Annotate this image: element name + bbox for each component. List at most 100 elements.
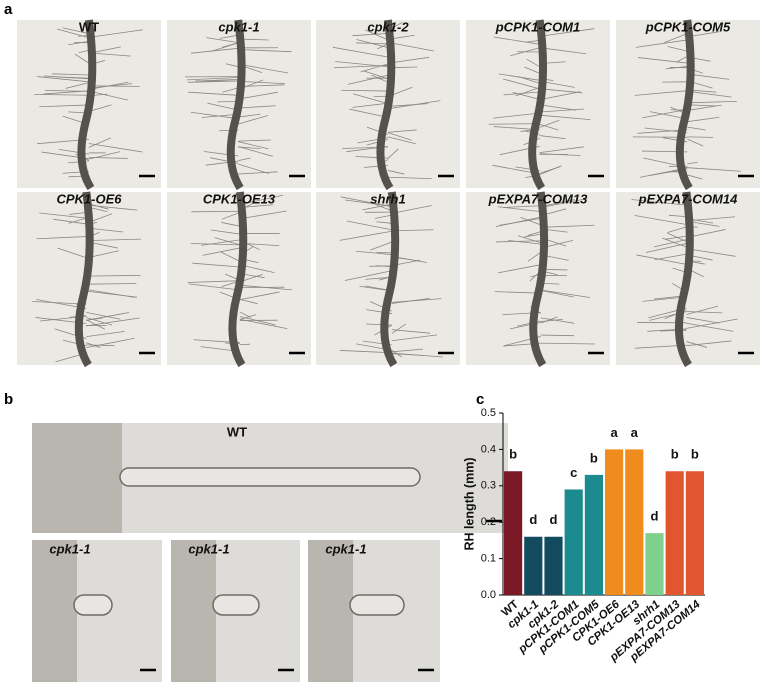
root-hair: [497, 264, 541, 274]
root-hair: [540, 342, 596, 345]
root-hair: [631, 199, 687, 206]
root-hair: [201, 113, 239, 118]
genotype-label: WT: [79, 19, 99, 34]
root-hair: [539, 114, 591, 120]
root-hair: [86, 274, 141, 277]
root-hair: [211, 229, 240, 235]
root-hair: [62, 27, 89, 34]
root-hair: [86, 290, 138, 298]
root-hair: [540, 289, 590, 298]
genotype-label: pEXPA7-COM13: [488, 191, 588, 206]
bar: [504, 471, 523, 595]
root-hair: [636, 254, 687, 265]
root-hair: [53, 218, 87, 225]
root-hair: [86, 330, 125, 338]
root-hair: [344, 270, 392, 281]
root-hair: [539, 165, 562, 175]
root-hair: [498, 73, 540, 81]
root: [380, 191, 400, 368]
root-hair: [238, 105, 276, 109]
root-hair: [667, 226, 687, 233]
root-hair: [214, 237, 240, 246]
root-hair: [507, 239, 541, 245]
root-hair: [352, 33, 388, 37]
root-hair: [239, 299, 258, 305]
root-hair: [524, 233, 541, 238]
genotype-label: shrh1: [370, 191, 405, 206]
root-hair: [687, 90, 732, 98]
root-hair: [238, 91, 278, 100]
root-hair: [391, 205, 432, 214]
y-tick-label: 0.0: [481, 589, 496, 601]
root-hair: [387, 132, 412, 141]
root-hair: [202, 247, 240, 256]
genotype-label: cpk1-1: [325, 541, 366, 556]
root-hair: [539, 135, 566, 140]
root-hair: [239, 291, 280, 301]
root-hair: [86, 238, 141, 241]
root-hair: [634, 215, 687, 225]
root-hair: [540, 198, 588, 208]
root-hair: [495, 240, 541, 243]
root-hair: [494, 291, 541, 294]
root-hair: [339, 350, 392, 354]
root-hair: [495, 216, 541, 228]
root-hair: [339, 230, 392, 241]
root-hair: [634, 90, 688, 96]
root-hair: [238, 115, 269, 125]
root-hair: [238, 80, 285, 85]
root-hair: [686, 248, 736, 257]
root-hair: [201, 239, 240, 246]
root-hair: [68, 40, 89, 46]
bar: [584, 474, 603, 595]
root-hair: [524, 66, 540, 74]
root-hair: [73, 594, 113, 616]
root-hair: [191, 210, 240, 213]
root-tissue: [308, 540, 353, 682]
root-hair: [493, 36, 540, 45]
root-hair: [44, 89, 89, 92]
root-hair: [365, 276, 392, 280]
root: [675, 19, 695, 191]
root-hair: [238, 84, 285, 87]
root-hair: [686, 305, 719, 315]
root-hair: [488, 123, 540, 125]
root-hair: [86, 337, 135, 349]
root-hair: [238, 63, 289, 74]
root-hair: [676, 55, 688, 63]
root-hair: [34, 94, 89, 96]
root-hair: [539, 119, 560, 128]
root-hair: [211, 42, 239, 52]
root-hair: [119, 467, 421, 487]
root-hair: [503, 205, 541, 208]
root-hair: [387, 136, 416, 145]
root-hair: [225, 63, 239, 68]
root-hair: [527, 251, 541, 262]
root-hair: [239, 210, 287, 220]
root-hair: [391, 329, 431, 334]
root-hair: [65, 82, 90, 89]
root-hair: [221, 222, 240, 227]
genotype-label: WT: [227, 424, 247, 439]
root-hair: [36, 236, 87, 240]
root-hair: [68, 217, 87, 224]
root-hair: [88, 85, 140, 87]
root-hair: [86, 317, 103, 321]
root-hair: [667, 46, 688, 52]
root-hair: [238, 171, 278, 175]
root-hair: [664, 33, 688, 44]
root-hair: [539, 123, 559, 131]
root-hair: [387, 129, 417, 133]
root-hair: [387, 176, 432, 180]
root-hair: [510, 47, 540, 57]
root-hair: [387, 148, 399, 159]
root-hair: [238, 139, 271, 142]
root-hair: [239, 314, 257, 320]
root-hair: [665, 235, 687, 240]
root-hair: [206, 37, 239, 43]
significance-letter: b: [509, 447, 517, 462]
root-hair: [665, 66, 688, 70]
root-hair: [51, 73, 89, 76]
genotype-label: CPK1-OE13: [203, 191, 276, 206]
